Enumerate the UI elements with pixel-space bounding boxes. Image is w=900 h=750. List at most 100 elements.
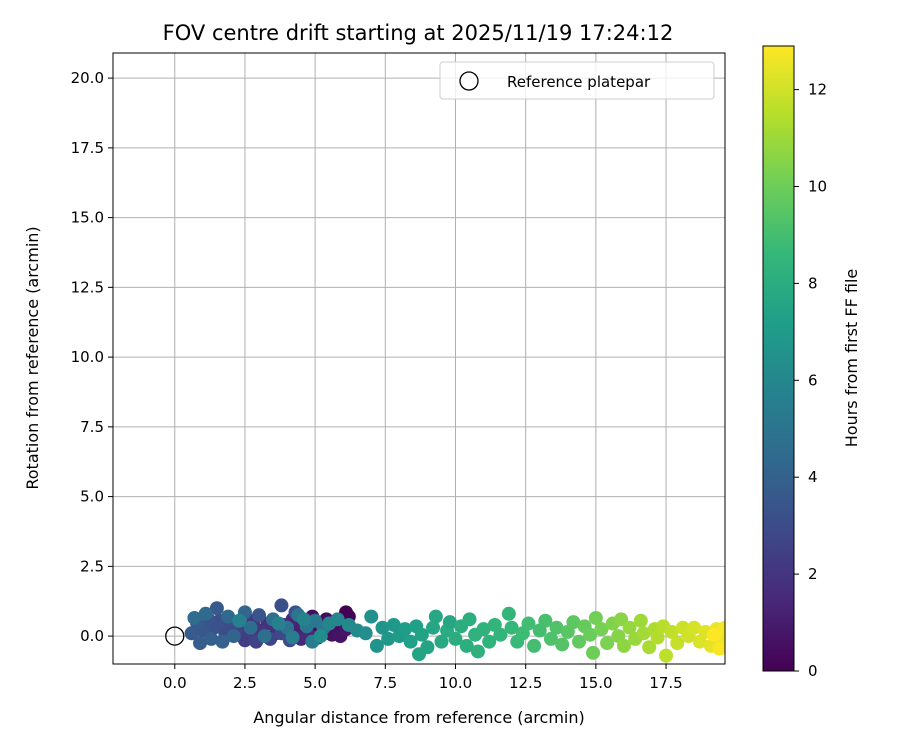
scatter-points <box>184 598 725 663</box>
data-point <box>313 629 328 644</box>
x-tick-label: 15.0 <box>579 674 612 692</box>
y-tick-label: 5.0 <box>80 488 104 506</box>
colorbar-tick-label: 2 <box>808 565 818 583</box>
data-point <box>442 615 457 630</box>
reference-marker-layer <box>165 626 185 646</box>
data-point <box>470 644 485 659</box>
data-point <box>476 622 491 637</box>
data-point <box>251 608 266 623</box>
data-point <box>330 612 345 627</box>
data-point <box>543 631 558 646</box>
data-point <box>504 620 519 635</box>
x-tick-label: 10.0 <box>439 674 472 692</box>
data-point <box>198 606 213 621</box>
data-point <box>296 612 311 627</box>
data-point <box>527 638 542 653</box>
y-tick-label: 2.5 <box>80 557 104 575</box>
colorbar-label: Hours from first FF file <box>842 269 861 448</box>
data-point <box>386 617 401 632</box>
data-point <box>381 631 396 646</box>
y-tick-label: 17.5 <box>71 139 104 157</box>
data-point <box>622 620 637 635</box>
y-axis-label: Rotation from reference (arcmin) <box>23 226 42 489</box>
data-point <box>414 627 429 642</box>
legend-entry-reference: Reference platepar <box>507 73 651 91</box>
chart-title: FOV centre drift starting at 2025/11/19 … <box>163 21 674 45</box>
data-point <box>493 627 508 642</box>
data-point <box>232 613 247 628</box>
y-axis-ticks: 0.0 2.5 5.0 7.5 10.0 12.5 15.0 17.5 20.0 <box>71 69 113 645</box>
data-point <box>633 613 648 628</box>
x-tick-label: 5.0 <box>303 674 327 692</box>
data-point <box>285 630 300 645</box>
data-point <box>215 634 230 649</box>
x-tick-label: 7.5 <box>373 674 397 692</box>
y-tick-label: 0.0 <box>80 627 104 645</box>
data-point <box>226 629 241 644</box>
y-tick-label: 20.0 <box>71 69 104 87</box>
data-point <box>583 627 598 642</box>
data-point <box>650 630 665 645</box>
data-point <box>204 631 219 646</box>
data-point <box>687 620 702 635</box>
data-point <box>670 636 685 651</box>
data-point <box>594 622 609 637</box>
y-tick-label: 12.5 <box>71 278 104 296</box>
data-point <box>600 636 615 651</box>
data-point <box>616 638 631 653</box>
x-tick-label: 17.5 <box>649 674 682 692</box>
data-point <box>572 634 587 649</box>
y-tick-label: 15.0 <box>71 209 104 227</box>
data-point <box>664 624 679 639</box>
data-point <box>369 638 384 653</box>
data-point <box>566 615 581 630</box>
data-point <box>420 640 435 655</box>
data-point <box>434 634 449 649</box>
data-point <box>659 648 674 663</box>
colorbar-tick-label: 8 <box>808 274 818 292</box>
data-point <box>184 626 199 641</box>
y-tick-label: 7.5 <box>80 418 104 436</box>
colorbar-tick-label: 12 <box>808 81 827 99</box>
data-point <box>549 620 564 635</box>
colorbar-tick-label: 4 <box>808 468 818 486</box>
y-tick-label: 10.0 <box>71 348 104 366</box>
data-point <box>448 631 463 646</box>
data-point <box>274 598 289 613</box>
data-point <box>257 629 272 644</box>
data-point <box>459 638 474 653</box>
data-point <box>642 640 657 655</box>
data-point <box>397 622 412 637</box>
data-point <box>375 620 390 635</box>
legend: Reference platepar <box>439 61 715 100</box>
data-point <box>426 620 441 635</box>
colorbar-gradient <box>762 45 795 672</box>
data-point <box>706 627 721 642</box>
x-tick-label: 12.5 <box>509 674 542 692</box>
colorbar: 0 2 4 6 8 10 12 Hours from first FF file <box>762 45 861 680</box>
data-point <box>588 610 603 625</box>
x-tick-label: 0.0 <box>163 674 187 692</box>
data-point <box>221 609 236 624</box>
data-point <box>243 620 258 635</box>
data-point <box>428 609 443 624</box>
data-point <box>555 637 570 652</box>
colorbar-ticks: 0 2 4 6 8 10 12 <box>794 81 827 680</box>
colorbar-tick-label: 6 <box>808 371 818 389</box>
data-point <box>636 626 651 641</box>
data-point <box>271 616 286 631</box>
data-point <box>482 634 497 649</box>
data-point <box>501 606 516 621</box>
data-point <box>187 610 202 625</box>
data-point <box>538 613 553 628</box>
data-point <box>521 616 536 631</box>
x-tick-label: 2.5 <box>233 674 257 692</box>
plot-frame <box>112 52 726 665</box>
reference-platepar-marker <box>165 626 185 646</box>
data-point <box>462 612 477 627</box>
data-point <box>364 609 379 624</box>
data-point <box>193 636 208 651</box>
data-point <box>712 641 725 656</box>
legend-reference-marker <box>459 71 479 91</box>
